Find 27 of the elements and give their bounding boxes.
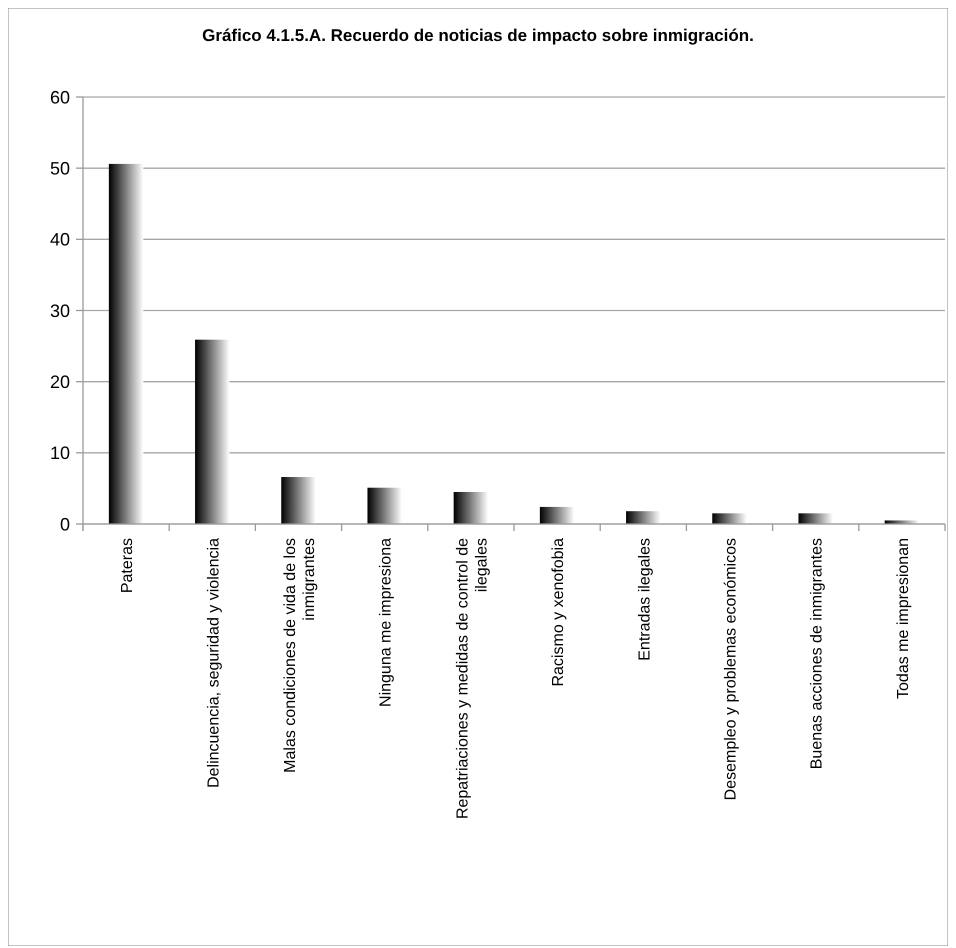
bar [540,506,574,524]
x-tick-label: Entradas ilegales [636,538,654,661]
bar [798,513,833,524]
y-tick-label: 60 [50,87,70,108]
y-tick-label: 20 [50,372,70,392]
y-tick-label: 40 [50,230,70,250]
y-tick-label: 0 [60,514,70,534]
bar [195,340,230,524]
y-tick-label: 50 [50,158,70,178]
x-tick-label: Desempleo y problemas económicos [722,538,740,800]
chart-title: Gráfico 4.1.5.A. Recuerdo de noticias de impacto sobre inmigración. [202,26,754,45]
bar [108,164,144,524]
x-tick-label: Delincuencia, seguridad y violencia [205,538,222,788]
bar [367,488,402,524]
y-tick-label: 30 [50,300,70,321]
bar [454,492,488,524]
x-tick-label: Racismo y xenofobia [550,538,568,687]
x-tick-label: Todas me impresionan [894,538,912,699]
y-tick-label: 10 [50,443,70,464]
bar [626,511,661,524]
bar [281,477,316,524]
x-tick-label: Buenas acciones de inmigrantes [808,538,826,770]
bar [712,513,747,524]
x-tick-label: Pateras [119,538,136,594]
x-tick-label: Repatriaciones y medidas de control de ilegales [454,538,490,820]
x-tick-label: Malas condiciones de vida de los inmigrantes [282,538,318,773]
x-tick-label: Ninguna me impresiona [378,538,395,707]
